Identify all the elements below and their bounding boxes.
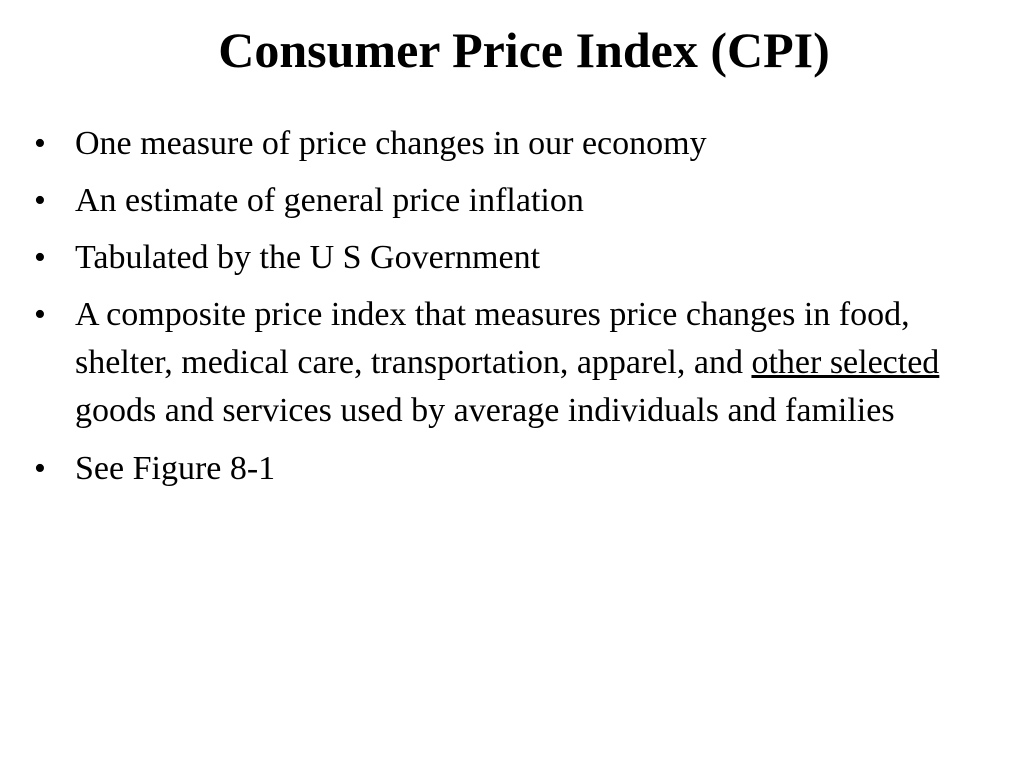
slide-title: Consumer Price Index (CPI) (218, 22, 830, 78)
underlined-phrase: other selected (751, 344, 940, 381)
bullet-item: • See Figure 8-1 (30, 445, 970, 493)
bullet-icon: • (34, 182, 46, 219)
bullet-text-after: goods and services used by average indiv… (75, 392, 895, 429)
bullet-list: • One measure of price changes in our ec… (30, 120, 970, 502)
bullet-item: • An estimate of general price inflation (30, 177, 970, 225)
bullet-text: One measure of price changes in our econ… (75, 125, 707, 162)
bullet-item: • One measure of price changes in our ec… (30, 120, 970, 168)
bullet-item: • A composite price index that measures … (30, 291, 970, 435)
bullet-text: See Figure 8-1 (75, 450, 276, 487)
bullet-icon: • (34, 125, 46, 162)
bullet-text: An estimate of general price inflation (75, 182, 584, 219)
bullet-item: • Tabulated by the U S Government (30, 234, 970, 282)
bullet-icon: • (34, 239, 46, 276)
bullet-text: Tabulated by the U S Government (75, 239, 541, 276)
bullet-icon: • (34, 450, 46, 487)
bullet-text-before: A composite price index that measures pr… (75, 296, 910, 381)
bullet-icon: • (34, 296, 46, 333)
